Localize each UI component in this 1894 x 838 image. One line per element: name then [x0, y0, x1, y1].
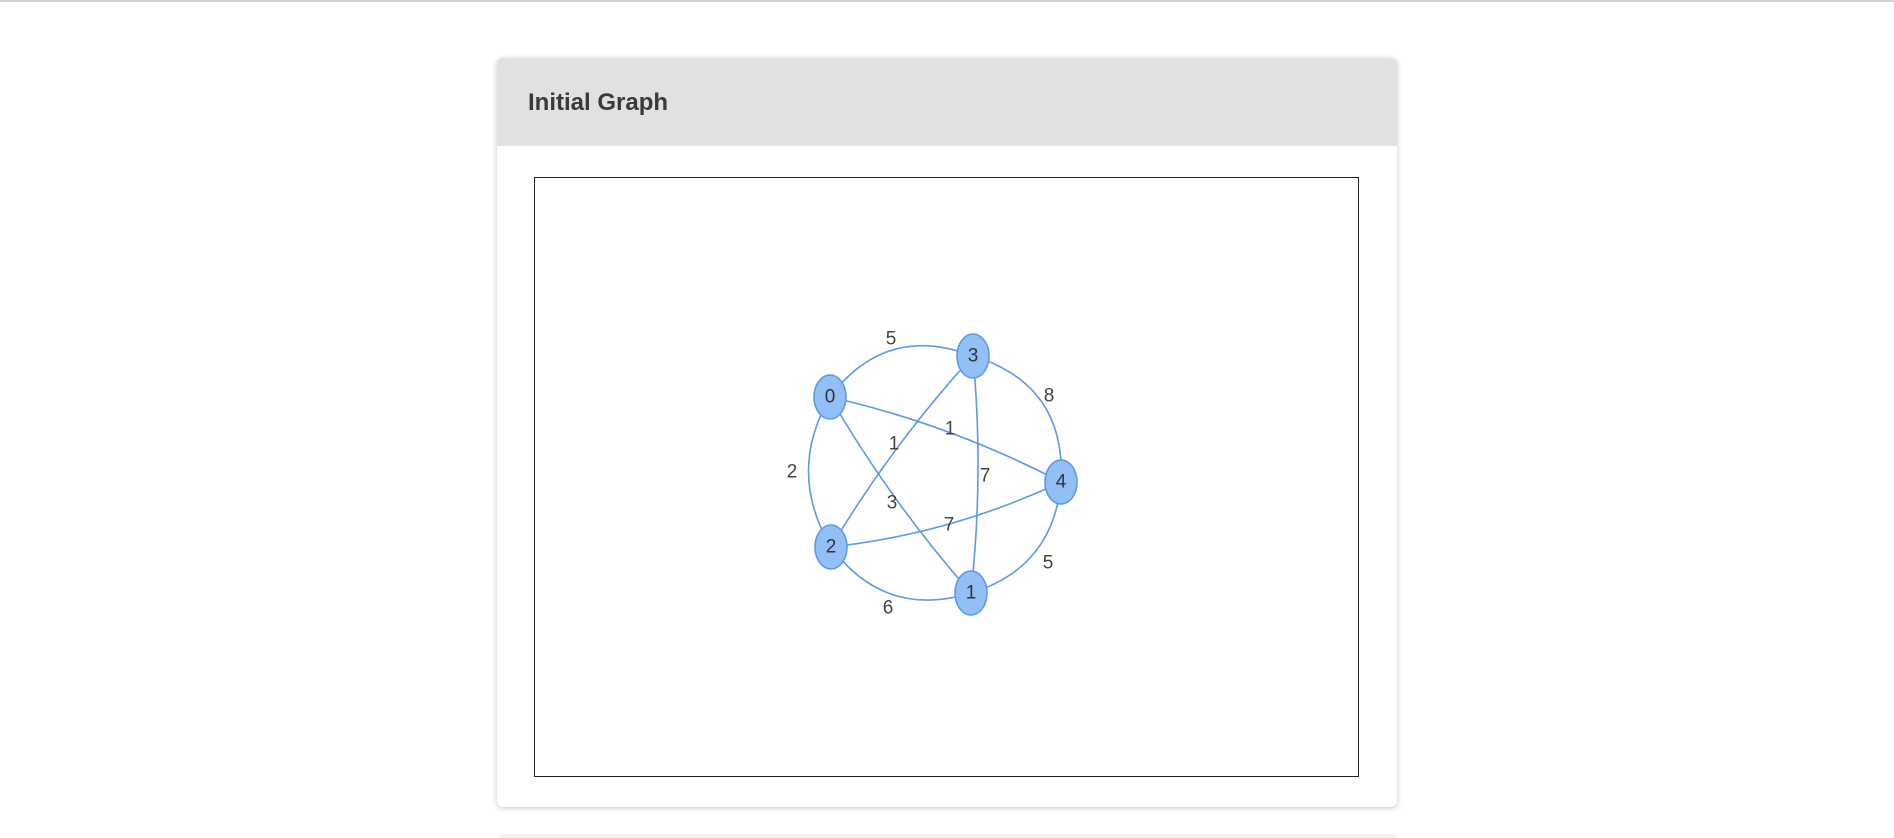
node-3-label: 3 [968, 346, 979, 367]
node-2-label: 2 [826, 537, 837, 558]
edge-weight-0-1: 3 [887, 493, 898, 514]
node-4[interactable]: 4 [1044, 459, 1078, 505]
edge-weight-0-3: 5 [886, 329, 897, 350]
node-4-label: 4 [1056, 472, 1067, 493]
node-4-circle[interactable] [1044, 459, 1078, 505]
node-1[interactable]: 1 [954, 570, 988, 616]
edges-layer [807, 344, 1063, 601]
edge-weight-2-1: 6 [883, 598, 894, 619]
edge-weight-0-2: 2 [787, 462, 798, 483]
edge-weight-0-4: 1 [945, 419, 956, 440]
card-title: Initial Graph [528, 89, 669, 116]
edge-0-4 [829, 396, 1062, 483]
edge-4-1 [970, 481, 1062, 594]
next-card [497, 834, 1397, 838]
node-2-circle[interactable] [814, 524, 848, 570]
edge-weight-2-4: 7 [944, 515, 955, 536]
edge-2-3 [830, 355, 974, 548]
node-0-label: 0 [825, 387, 836, 408]
node-1-circle[interactable] [954, 570, 988, 616]
node-0-circle[interactable] [813, 374, 847, 420]
edge-3-1 [970, 355, 979, 594]
node-3-circle[interactable] [956, 333, 990, 379]
node-2[interactable]: 2 [814, 524, 848, 570]
card-header: Initial Graph [497, 58, 1397, 146]
node-3[interactable]: 3 [956, 333, 990, 379]
top-divider [0, 0, 1894, 2]
edge-2-1 [830, 546, 972, 601]
edge-weight-4-1: 5 [1043, 553, 1054, 574]
edge-weight-3-1: 7 [980, 466, 991, 487]
node-1-label: 1 [966, 583, 977, 604]
edge-2-4 [830, 481, 1062, 548]
edge-weight-3-4: 8 [1044, 386, 1055, 407]
edge-3-4 [972, 355, 1063, 483]
edge-weight-2-3: 1 [889, 434, 900, 455]
nodes-layer: 0 1 2 3 4 [813, 333, 1078, 616]
edge-0-1 [829, 396, 972, 594]
edge-0-3 [829, 344, 974, 398]
node-0[interactable]: 0 [813, 374, 847, 420]
